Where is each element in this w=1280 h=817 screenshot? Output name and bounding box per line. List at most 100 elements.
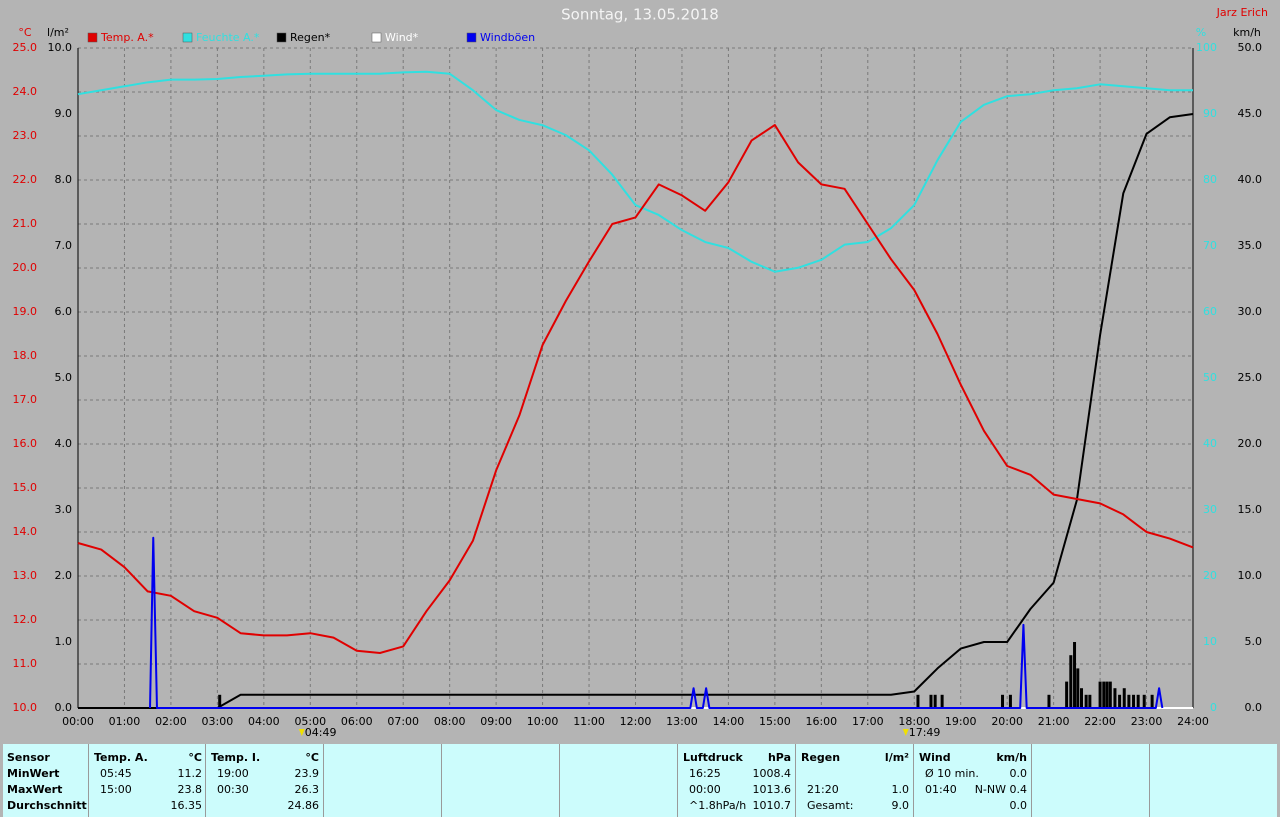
- y-tick-label: 10.0: [13, 701, 38, 714]
- y-tick-label: 25.0: [13, 41, 38, 54]
- sun-marker: [298, 729, 305, 736]
- table-cell: 1013.6: [752, 783, 792, 796]
- y2-axis-title: %: [1196, 26, 1206, 39]
- table-cell: MinWert: [7, 767, 60, 780]
- y4-tick-label: 50.0: [1238, 41, 1263, 54]
- y3-tick-label: 4.0: [55, 437, 73, 450]
- rain-bar: [1127, 694, 1131, 708]
- y3-tick-label: 9.0: [55, 107, 73, 120]
- y4-tick-label: 40.0: [1238, 173, 1263, 186]
- chart-title: Sonntag, 13.05.2018: [561, 6, 719, 24]
- annotation: 04:49: [305, 726, 337, 739]
- table-cell: Durchschnitt: [7, 799, 87, 812]
- y2-tick-label: 0: [1210, 701, 1217, 714]
- x-tick-label: 09:00: [480, 715, 512, 728]
- x-tick-label: 08:00: [434, 715, 466, 728]
- separator: [1149, 744, 1150, 817]
- separator: [88, 744, 89, 817]
- rain-bar: [1008, 694, 1012, 708]
- table-cell: 19:00: [217, 767, 249, 780]
- rain-bar: [1108, 681, 1112, 708]
- y2-tick-label: 50: [1203, 371, 1217, 384]
- legend-label: Regen*: [290, 31, 331, 44]
- table-cell: Regen: [801, 751, 841, 764]
- y2-tick-label: 30: [1203, 503, 1217, 516]
- y3-tick-label: 0.0: [55, 701, 73, 714]
- table-cell: N-NW 0.4: [974, 783, 1027, 796]
- table-cell: 23.8: [177, 783, 203, 796]
- table-cell: 00:00: [689, 783, 721, 796]
- y3-tick-label: 7.0: [55, 239, 73, 252]
- y3-tick-label: 2.0: [55, 569, 73, 582]
- legend-swatch: [182, 32, 193, 43]
- x-tick-label: 21:00: [1038, 715, 1070, 728]
- separator: [1031, 744, 1032, 817]
- rain-bar: [1080, 688, 1083, 708]
- series-line: [149, 536, 1164, 709]
- x-tick-label: 05:00: [294, 715, 326, 728]
- rain-bar: [1150, 694, 1154, 708]
- table-cell: 1010.7: [752, 799, 792, 812]
- table-cell: 16:25: [689, 767, 721, 780]
- y3-tick-label: 3.0: [55, 503, 73, 516]
- table-cell: 24.86: [287, 799, 320, 812]
- chart: Sonntag, 13.05.2018 Jarz Erich °C l/m² %…: [13, 6, 1269, 740]
- y4-axis-title: km/h: [1233, 26, 1261, 39]
- annotation: 17:49: [909, 726, 941, 739]
- rain-bar: [1001, 694, 1005, 708]
- table-cell: Gesamt:: [807, 799, 854, 812]
- y-tick-label: 22.0: [13, 173, 38, 186]
- rain-bar: [1142, 694, 1146, 708]
- table-cell: Temp. I.: [211, 751, 261, 764]
- rain-bar: [1076, 668, 1080, 708]
- y-tick-label: 24.0: [13, 85, 38, 98]
- table-cell: ^1.8hPa/h: [689, 799, 747, 812]
- y3-axis-title: l/m²: [47, 26, 69, 39]
- x-tick-label: 24:00: [1177, 715, 1209, 728]
- table-cell: Temp. A.: [94, 751, 148, 764]
- y-tick-label: 16.0: [13, 437, 38, 450]
- y2-tick-label: 100: [1196, 41, 1217, 54]
- y2-tick-label: 80: [1203, 173, 1217, 186]
- x-tick-label: 22:00: [1084, 715, 1116, 728]
- y2-tick-label: 60: [1203, 305, 1217, 318]
- x-tick-label: 00:00: [62, 715, 94, 728]
- x-tick-label: 16:00: [805, 715, 837, 728]
- legend-swatch: [371, 32, 382, 43]
- rain-bar: [1102, 681, 1106, 708]
- table-cell: °C: [188, 751, 202, 764]
- y2-tick-label: 90: [1203, 107, 1217, 120]
- rain-bar: [1105, 681, 1109, 708]
- rain-bar: [1136, 694, 1140, 708]
- series-line: [78, 113, 1194, 709]
- rain-bar: [940, 694, 944, 708]
- x-tick-label: 20:00: [991, 715, 1023, 728]
- separator: [559, 744, 560, 817]
- table-cell: 0.0: [1009, 767, 1028, 780]
- table-cell: Luftdruck: [683, 751, 743, 764]
- table-cell: 00:30: [217, 783, 249, 796]
- y-tick-label: 18.0: [13, 349, 38, 362]
- y4-tick-label: 35.0: [1238, 239, 1263, 252]
- y2-tick-label: 70: [1203, 239, 1217, 252]
- rain-bar: [1132, 694, 1136, 708]
- y4-tick-label: 20.0: [1238, 437, 1263, 450]
- rain-bar: [1084, 694, 1088, 708]
- rain-bar: [1118, 694, 1122, 708]
- y-tick-label: 21.0: [13, 217, 38, 230]
- y-tick-label: 15.0: [13, 481, 38, 494]
- table-cell: 26.3: [294, 783, 320, 796]
- legend-label: Wind*: [385, 31, 419, 44]
- x-tick-label: 14:00: [713, 715, 745, 728]
- table-cell: l/m²: [884, 751, 909, 764]
- rain-bar: [1113, 688, 1117, 708]
- table-cell: 1008.4: [752, 767, 792, 780]
- x-tick-label: 15:00: [759, 715, 791, 728]
- separator: [913, 744, 914, 817]
- y-tick-label: 23.0: [13, 129, 38, 142]
- legend-label: Feuchte A.*: [196, 31, 260, 44]
- table-cell: 1.0: [891, 783, 910, 796]
- y2-tick-label: 10: [1203, 635, 1217, 648]
- y2-tick-label: 20: [1203, 569, 1217, 582]
